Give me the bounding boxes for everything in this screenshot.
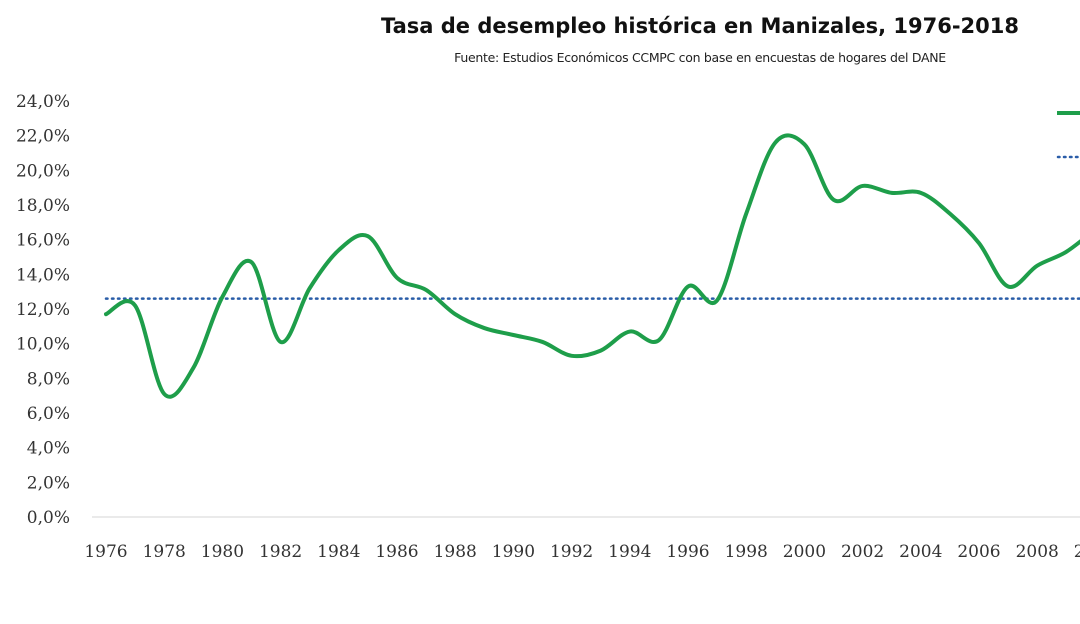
legend [1056, 111, 1080, 159]
unemployment-rate-line [104, 133, 1080, 399]
y-tick-label: 2,0% [27, 473, 70, 493]
y-tick-label: 4,0% [27, 439, 70, 459]
x-tick-label: 1976 [84, 542, 127, 562]
x-tick-label: 1982 [259, 542, 302, 562]
y-tick-label: 10,0% [16, 335, 70, 355]
chart-title: Tasa de desempleo histórica en Manizales… [380, 14, 1020, 38]
x-tick-label: 1984 [317, 542, 360, 562]
x-tick-label: 2000 [783, 542, 826, 562]
y-tick-label: 22,0% [16, 127, 70, 147]
y-tick-label: 18,0% [16, 196, 70, 216]
y-tick-label: 20,0% [16, 161, 70, 181]
x-tick-label: 1992 [550, 542, 593, 562]
y-tick-label: 12,0% [16, 300, 70, 320]
y-tick-label: 16,0% [16, 231, 70, 251]
y-tick-label: 8,0% [27, 369, 70, 389]
x-tick-label: 1990 [492, 542, 535, 562]
x-tick-label: 2006 [957, 542, 1000, 562]
x-tick-label: 1998 [725, 542, 768, 562]
y-tick-label: 14,0% [16, 265, 70, 285]
y-tick-label: 6,0% [27, 404, 70, 424]
x-axis-ticks: 1976 1978 1980 1982 1984 1986 1988 1990 1992 1994… [84, 542, 1080, 562]
x-tick-label: 1994 [608, 542, 651, 562]
y-axis-ticks: 0,0% 2,0% 4,0% 6,0% 8,0% 10,0% 12,0% 14,0% 16,0%… [16, 92, 70, 528]
x-tick-label: 2004 [899, 542, 942, 562]
x-tick-label: 1996 [666, 542, 709, 562]
x-tick-label: 1980 [201, 542, 244, 562]
series-group [104, 133, 1080, 399]
y-tick-label: 0,0% [27, 508, 70, 528]
x-tick-label: 2008 [1016, 542, 1059, 562]
x-tick-label: 2010 [1074, 542, 1080, 562]
x-tick-label: 2002 [841, 542, 884, 562]
x-tick-label: 1986 [375, 542, 418, 562]
y-tick-label: 24,0% [16, 92, 70, 112]
x-tick-label: 1988 [434, 542, 477, 562]
x-tick-label: 1978 [143, 542, 186, 562]
chart-subtitle: Fuente: Estudios Económicos CCMPC con ba… [454, 50, 946, 65]
